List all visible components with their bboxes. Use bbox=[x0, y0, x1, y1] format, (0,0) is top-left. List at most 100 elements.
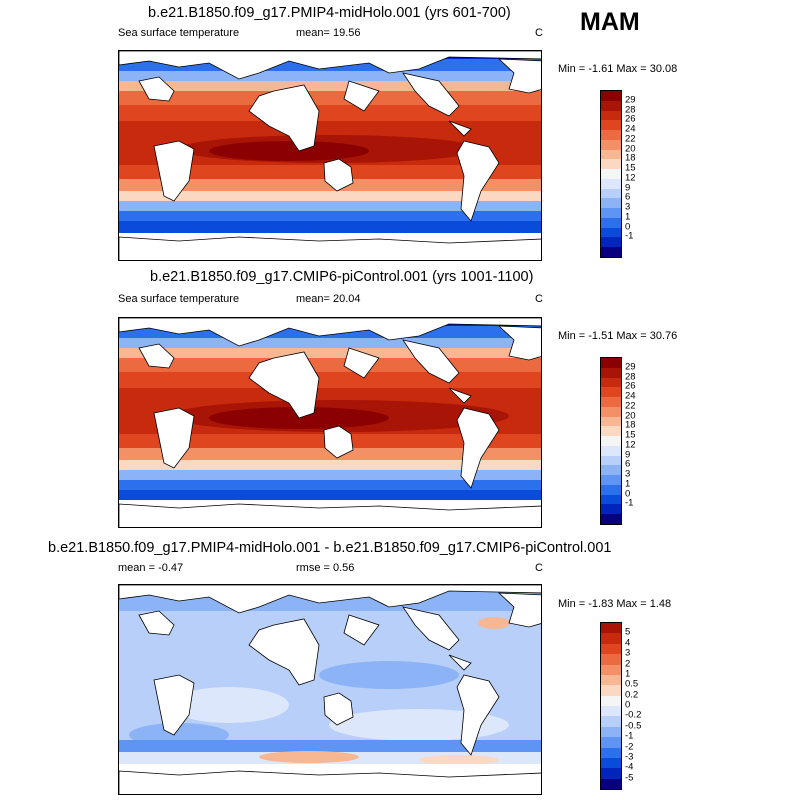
panel1-sst-map bbox=[118, 50, 542, 261]
colorbar-segment bbox=[601, 504, 621, 514]
colorbar-tick-label: 6 bbox=[625, 191, 631, 203]
colorbar-tick-label: 22 bbox=[625, 400, 636, 412]
colorbar-tick-label: 0 bbox=[625, 488, 631, 500]
colorbar-segment bbox=[601, 387, 621, 397]
colorbar-tick-label: -5 bbox=[625, 772, 634, 784]
colorbar-segment bbox=[601, 358, 621, 368]
colorbar-segment bbox=[601, 643, 621, 655]
colorbar-tick-label: 22 bbox=[625, 133, 636, 145]
colorbar-segment bbox=[601, 178, 621, 189]
panel1-minmax-label: Min = -1.61 Max = 30.08 bbox=[558, 63, 678, 75]
panel1-units-label: C bbox=[535, 27, 543, 39]
colorbar-tick-label: 28 bbox=[625, 371, 636, 383]
colorbar-segment bbox=[601, 227, 621, 238]
colorbar-segment bbox=[601, 198, 621, 208]
colorbar-segment bbox=[601, 237, 621, 247]
colorbar-tick-label: 26 bbox=[625, 113, 636, 125]
colorbar-tick-label: 5 bbox=[625, 626, 631, 638]
season-label: MAM bbox=[580, 8, 640, 36]
colorbar-segment bbox=[601, 706, 621, 717]
colorbar-tick-label: 28 bbox=[625, 104, 636, 116]
colorbar-segment bbox=[601, 757, 621, 769]
colorbar-segment bbox=[601, 465, 621, 475]
colorbar-segment bbox=[601, 445, 621, 456]
panel3-units-label: C bbox=[535, 562, 543, 574]
colorbar-tick-label: 3 bbox=[625, 468, 631, 480]
colorbar-segment bbox=[601, 217, 621, 228]
colorbar-segment bbox=[601, 367, 621, 378]
colorbar-tick-label: 24 bbox=[625, 390, 636, 402]
colorbar-segment bbox=[601, 494, 621, 505]
panel2-sst-map bbox=[118, 317, 542, 528]
colorbar-segment bbox=[601, 208, 621, 218]
colorbar-tick-label: 0.5 bbox=[625, 678, 639, 690]
colorbar-tick-label: 15 bbox=[625, 162, 636, 174]
colorbar-segment bbox=[601, 514, 621, 524]
colorbar-tick-label: 3 bbox=[625, 647, 631, 659]
panel2-title: b.e21.B1850.f09_g17.CMIP6-piControl.001 … bbox=[150, 269, 534, 285]
colorbar-segment bbox=[601, 120, 621, 130]
colorbar-tick-label: 0 bbox=[625, 699, 631, 711]
colorbar-tick-label: 24 bbox=[625, 123, 636, 135]
panel2-variable-label: Sea surface temperature bbox=[118, 293, 240, 305]
colorbar-tick-label: 26 bbox=[625, 380, 636, 392]
colorbar-tick-label: -0.5 bbox=[625, 720, 642, 732]
colorbar-tick-label: 29 bbox=[625, 361, 636, 373]
colorbar-segment bbox=[601, 685, 621, 696]
colorbar-segment bbox=[601, 247, 621, 257]
colorbar-tick-label: 20 bbox=[625, 143, 636, 155]
colorbar-segment bbox=[601, 633, 621, 644]
colorbar-tick-label: 18 bbox=[625, 419, 636, 431]
colorbar-segment bbox=[601, 695, 621, 706]
panel1-title: b.e21.B1850.f09_g17.PMIP4-midHolo.001 (y… bbox=[148, 5, 511, 21]
panel3-mean-label: mean = -0.47 bbox=[118, 562, 184, 574]
colorbar-tick-label: 0 bbox=[625, 221, 631, 233]
colorbar-tick-label: 12 bbox=[625, 439, 636, 451]
colorbar-segment bbox=[601, 139, 621, 150]
colorbar-segment bbox=[601, 100, 621, 111]
colorbar-tick-label: 1 bbox=[625, 668, 631, 680]
colorbar-tick-label: 12 bbox=[625, 172, 636, 184]
colorbar-segment bbox=[601, 455, 621, 466]
colorbar-tick-label: -4 bbox=[625, 761, 634, 773]
colorbar-segment bbox=[601, 664, 621, 675]
colorbar-tick-label: 2 bbox=[625, 658, 631, 669]
panel1-variable-label: Sea surface temperature bbox=[118, 27, 240, 39]
panel3-colorbar bbox=[600, 622, 622, 790]
colorbar-tick-label: 29 bbox=[625, 94, 636, 106]
panel3-title: b.e21.B1850.f09_g17.PMIP4-midHolo.001 - … bbox=[48, 540, 612, 556]
colorbar-tick-label: 4 bbox=[625, 637, 631, 649]
colorbar-segment bbox=[601, 436, 621, 446]
panel2-mean-label: mean= 20.04 bbox=[296, 293, 361, 305]
colorbar-segment bbox=[601, 377, 621, 388]
colorbar-segment bbox=[601, 484, 621, 495]
colorbar-tick-label: 1 bbox=[625, 478, 631, 490]
panel2-units-label: C bbox=[535, 293, 543, 305]
colorbar-tick-label: 1 bbox=[625, 211, 631, 223]
colorbar-segment bbox=[601, 426, 621, 436]
panel3-rmse-label: rmse = 0.56 bbox=[296, 562, 355, 574]
colorbar-tick-label: 9 bbox=[625, 182, 631, 194]
colorbar-segment bbox=[601, 130, 621, 140]
colorbar-segment bbox=[601, 416, 621, 427]
panel1-mean-label: mean= 19.56 bbox=[296, 27, 361, 39]
colorbar-segment bbox=[601, 169, 621, 179]
colorbar-segment bbox=[601, 159, 621, 169]
colorbar-tick-label: 20 bbox=[625, 410, 636, 422]
colorbar-tick-label: 3 bbox=[625, 201, 631, 213]
colorbar-segment bbox=[601, 747, 621, 758]
colorbar-segment bbox=[601, 623, 621, 634]
colorbar-tick-label: -1 bbox=[625, 730, 634, 742]
colorbar-tick-label: -1 bbox=[625, 230, 634, 242]
colorbar-segment bbox=[601, 91, 621, 101]
colorbar-tick-label: 0.2 bbox=[625, 689, 639, 701]
colorbar-segment bbox=[601, 149, 621, 160]
panel2-colorbar bbox=[600, 357, 622, 525]
colorbar-segment bbox=[601, 737, 621, 748]
colorbar-segment bbox=[601, 726, 621, 738]
colorbar-segment bbox=[601, 110, 621, 121]
colorbar-segment bbox=[601, 674, 621, 686]
colorbar-segment bbox=[601, 768, 621, 779]
colorbar-tick-label: 9 bbox=[625, 449, 631, 461]
colorbar-tick-label: -0.2 bbox=[625, 709, 642, 721]
